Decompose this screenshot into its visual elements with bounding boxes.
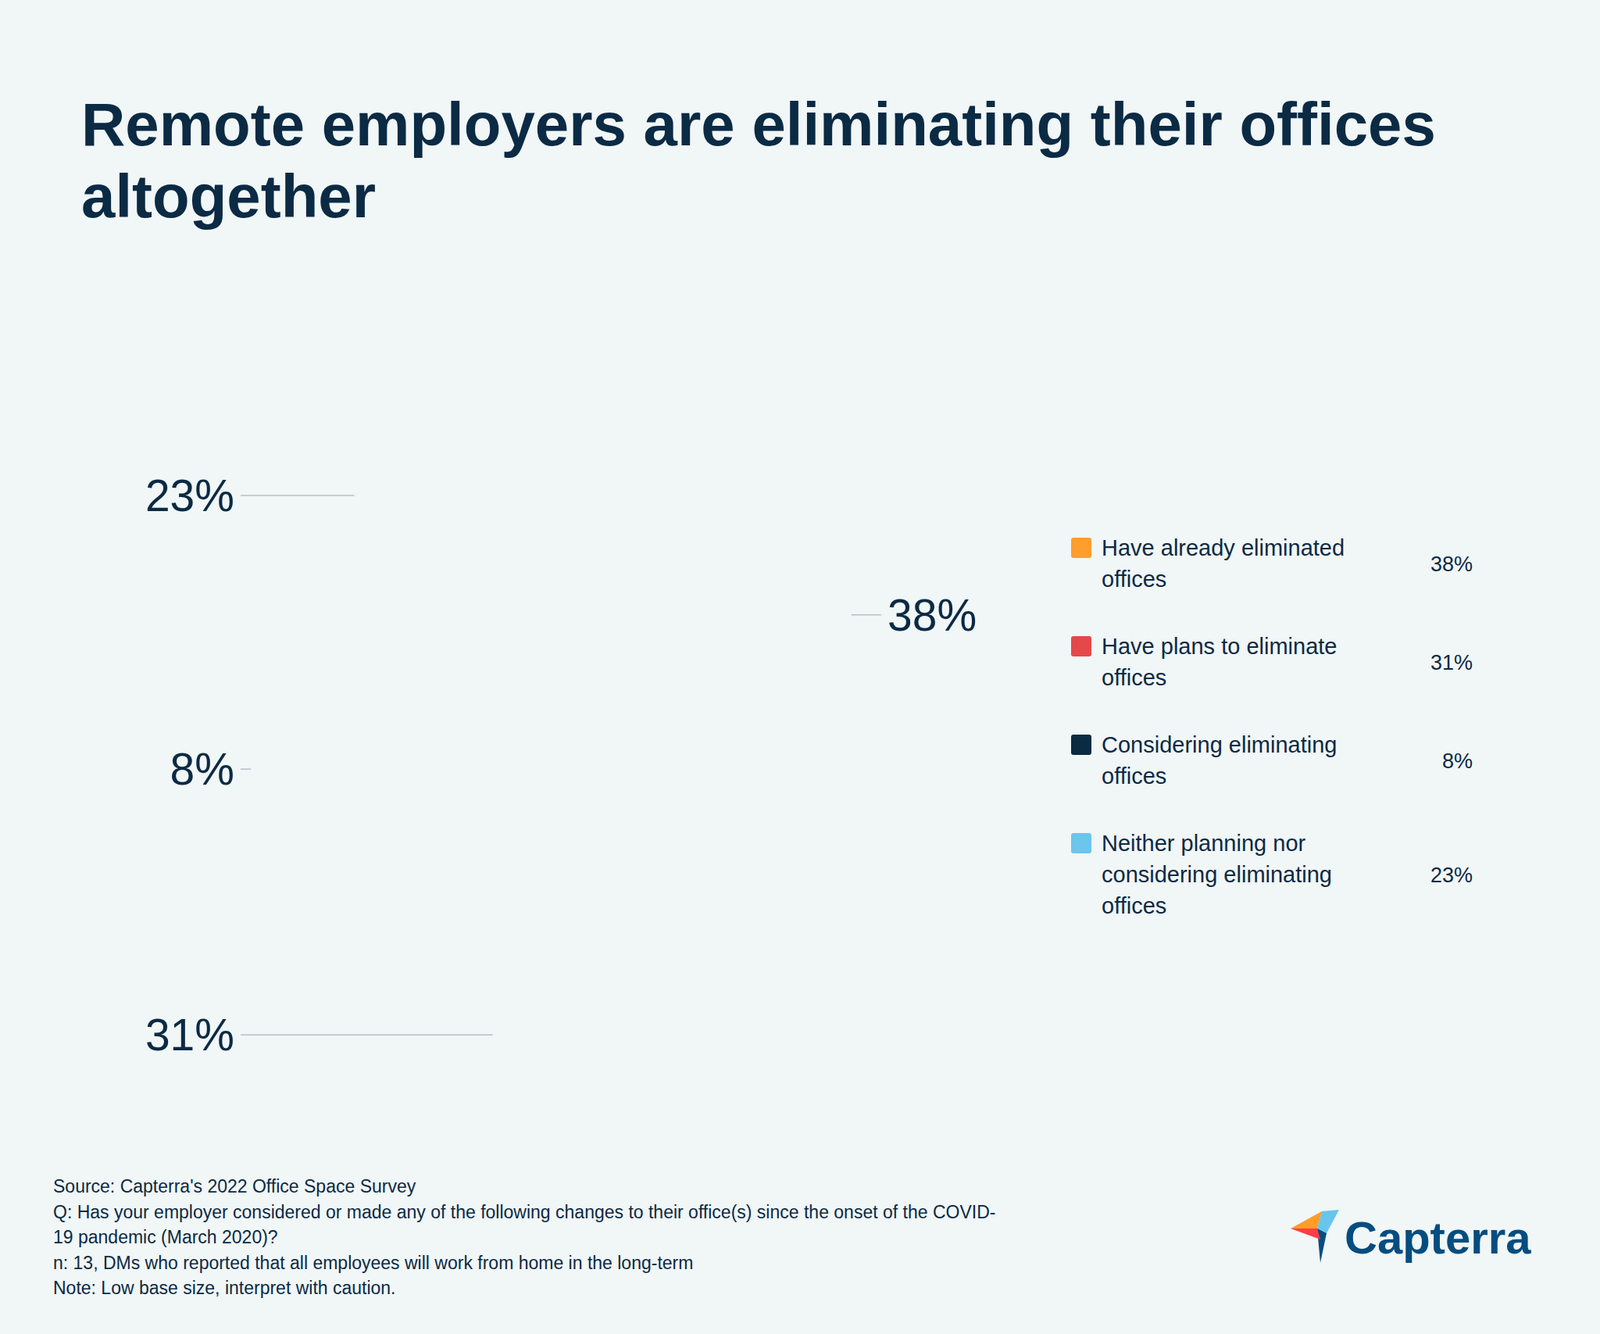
data-label: 38% xyxy=(887,589,977,640)
data-labels: 38% 31% 8% 23% xyxy=(145,470,977,1060)
leader-line xyxy=(240,1034,493,1036)
data-label: 8% xyxy=(170,743,235,794)
text-line: Have already eliminated xyxy=(1101,535,1345,561)
legend: Have already eliminated offices 38% Have pl… xyxy=(1071,535,1473,918)
text-line: Considering eliminating xyxy=(1101,732,1337,758)
legend-value: 23% xyxy=(1430,863,1473,887)
brand-name: Capterra xyxy=(1344,1211,1532,1263)
legend-value: 31% xyxy=(1430,650,1473,675)
chart: Remote employers are eliminating their o… xyxy=(0,0,1600,1334)
text-line: offices xyxy=(1101,763,1167,789)
leader-line xyxy=(851,614,882,616)
footnotes: Source: Capterra's 2022 Office Space Sur… xyxy=(53,1175,996,1298)
text-line: Neither planning nor xyxy=(1101,830,1307,856)
legend-label: Neither planning nor considering eliminat… xyxy=(1101,830,1333,918)
logo-shape xyxy=(1290,1228,1321,1240)
legend-item: Neither planning nor considering eliminat… xyxy=(1071,830,1473,918)
legend-item: Have plans to eliminate offices 31% xyxy=(1071,633,1473,690)
text-line: altogether xyxy=(81,161,376,231)
legend-swatch xyxy=(1071,832,1092,854)
legend-item: Have already eliminated offices 38% xyxy=(1071,535,1473,592)
footnote: 19 pandemic (March 2020)? xyxy=(53,1226,279,1247)
logo-shape xyxy=(1290,1210,1322,1229)
leader-line xyxy=(240,494,354,497)
text-line: Have plans to eliminate xyxy=(1101,633,1337,659)
text-line: offices xyxy=(1101,892,1167,918)
footnote: Source: Capterra's 2022 Office Space Sur… xyxy=(53,1175,417,1197)
data-label: 23% xyxy=(145,470,235,521)
footnote: n: 13, DMs who reported that all employe… xyxy=(53,1252,693,1273)
footnote: Q: Has your employer considered or made … xyxy=(53,1201,996,1222)
logo-shape xyxy=(1317,1209,1340,1233)
text-line: offices xyxy=(1101,566,1167,592)
legend-value: 8% xyxy=(1442,749,1473,773)
legend-label: Have plans to eliminate offices xyxy=(1101,633,1337,690)
text-line: considering eliminating xyxy=(1101,861,1333,887)
text-line: offices xyxy=(1101,664,1167,690)
leader-line xyxy=(240,767,251,770)
background xyxy=(0,0,1600,1334)
legend-swatch xyxy=(1071,635,1092,657)
chart-title: Remote employers are eliminating their o… xyxy=(81,89,1436,231)
text-line: Remote employers are eliminating their o… xyxy=(81,89,1436,159)
legend-label: Have already eliminated offices xyxy=(1101,535,1345,592)
legend-swatch xyxy=(1071,734,1092,755)
data-label: 31% xyxy=(145,1009,235,1060)
legend-swatch xyxy=(1071,537,1092,558)
legend-item: Considering eliminating offices 8% xyxy=(1071,732,1473,789)
legend-label: Considering eliminating offices xyxy=(1101,732,1337,789)
footnote: Note: Low base size, interpret with caut… xyxy=(53,1277,397,1298)
brand-logo xyxy=(1290,1209,1340,1263)
legend-value: 38% xyxy=(1430,552,1473,576)
